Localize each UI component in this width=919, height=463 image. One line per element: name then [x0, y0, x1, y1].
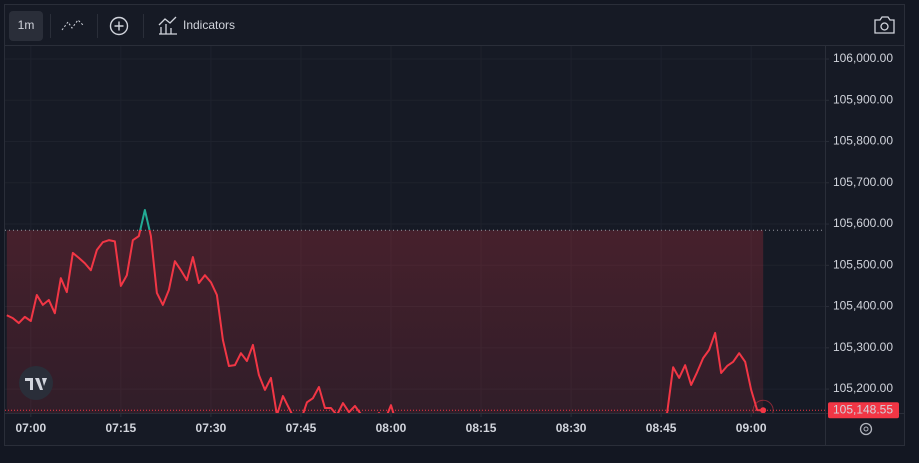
last-price-dot [760, 407, 767, 413]
x-tick-label: 08:00 [376, 421, 407, 435]
x-tick-label: 07:00 [15, 421, 46, 435]
y-tick-label: 105,600.00 [833, 216, 893, 230]
y-tick-label: 105,900.00 [833, 92, 893, 106]
y-tick-label: 105,700.00 [833, 175, 893, 189]
interval-button[interactable] [9, 11, 43, 41]
y-tick-label: 105,500.00 [833, 257, 893, 271]
settings-icon-center [863, 426, 869, 432]
logo [25, 378, 47, 390]
y-tick-label: 106,000.00 [833, 51, 893, 65]
interval-label[interactable]: 1m [18, 18, 35, 32]
x-tick-label: 08:45 [646, 421, 677, 435]
price-line [6, 209, 764, 413]
x-tick-label: 07:45 [286, 421, 317, 435]
y-tick-label: 105,400.00 [833, 299, 893, 313]
add-icon[interactable] [109, 16, 129, 36]
last-price-label: 105,148.55 [833, 402, 893, 416]
indicators-icon[interactable] [158, 16, 177, 35]
y-tick-label: 105,800.00 [833, 134, 893, 148]
chart-style-icon[interactable] [61, 19, 85, 31]
y-tick-label: 105,300.00 [833, 340, 893, 354]
x-tick-label: 07:30 [196, 421, 227, 435]
x-tick-label: 08:15 [466, 421, 497, 435]
x-tick-label: 07:15 [106, 421, 137, 435]
baseline-area [6, 230, 764, 413]
x-tick-label: 09:00 [736, 421, 767, 435]
screenshot-lens [880, 22, 889, 31]
settings-icon[interactable] [859, 422, 873, 436]
x-tick-label: 08:30 [556, 421, 587, 435]
last-price-box [828, 402, 899, 419]
axes: 105,200.00 105,300.00 105,400.00 105,500.00… [15, 51, 899, 435]
add-icon-plus [114, 21, 124, 31]
y-tick-label: 105,200.00 [833, 381, 893, 395]
plot-area [5, 46, 825, 413]
indicators-label[interactable]: Indicators [183, 18, 235, 32]
logo-badge[interactable] [19, 366, 53, 400]
screenshot-icon[interactable] [874, 16, 895, 34]
last-price-halo [752, 399, 774, 413]
